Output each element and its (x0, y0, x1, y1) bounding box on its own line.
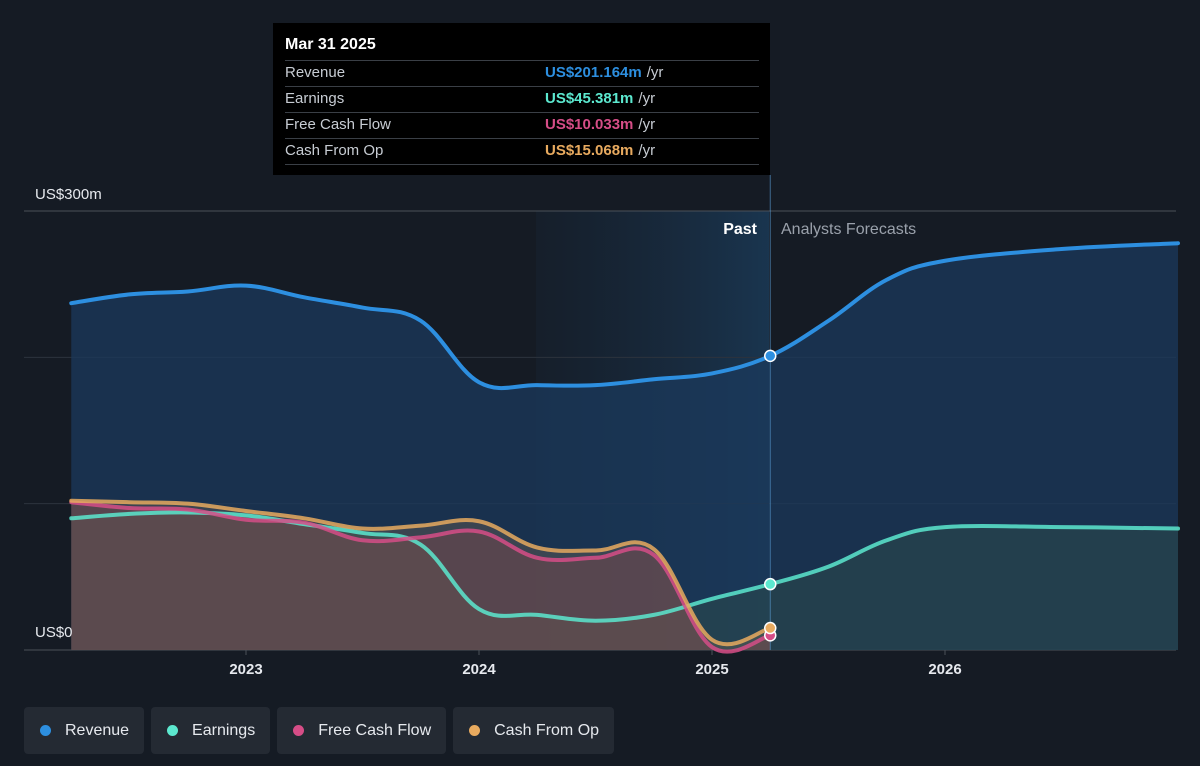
legend-item-cash-from-op[interactable]: Cash From Op (453, 707, 615, 754)
legend-label: Cash From Op (494, 721, 600, 739)
x-tick-label-2025: 2025 (695, 661, 728, 678)
past-label: Past (723, 221, 757, 238)
x-axis-ticks: 2023 2024 2025 2026 (229, 650, 962, 678)
tooltip: Mar 31 2025 Revenue US$201.164m/yr Earning… (273, 23, 770, 175)
earnings-line (69, 510, 1180, 623)
earnings-marker-dot[interactable] (764, 577, 777, 591)
tooltip-unit: /yr (638, 116, 656, 133)
tooltip-row-free-cash-flow: Free Cash Flow US$10.033m/yr (285, 112, 759, 138)
legend-label: Earnings (192, 721, 256, 739)
tooltip-label: Revenue (285, 64, 346, 81)
legend-item-earnings[interactable]: Earnings (151, 707, 271, 754)
free-cash-flow-area (71, 502, 771, 652)
cash-from-op-area (71, 500, 771, 650)
x-tick-label-2026: 2026 (928, 661, 961, 678)
tooltip-label: Free Cash Flow (285, 116, 391, 133)
series-markers (764, 349, 777, 642)
tooltip-row-earnings: Earnings US$45.381m/yr (285, 86, 759, 112)
legend: Revenue Earnings Free Cash Flow Cash From O… (24, 707, 615, 754)
x-tick-label-2023: 2023 (229, 661, 262, 678)
legend-item-free-cash-flow[interactable]: Free Cash Flow (277, 707, 447, 754)
tooltip-label: Earnings (285, 90, 345, 107)
tooltip-value: US$15.068m (545, 142, 634, 159)
series-areas (71, 243, 1178, 652)
legend-item-revenue[interactable]: Revenue (24, 707, 145, 754)
tooltip-value: US$45.381m (545, 90, 634, 107)
legend-dot-icon (40, 725, 51, 736)
tooltip-value: US$10.033m (545, 116, 634, 133)
forecast-label: Analysts Forecasts (781, 221, 916, 238)
x-tick-label-2024: 2024 (462, 661, 496, 678)
y-axis-top-label: US$300m (35, 186, 102, 203)
tooltip-row-revenue: Revenue US$201.164m/yr (285, 60, 759, 86)
tooltip-label: Cash From Op (285, 142, 384, 159)
tooltip-value: US$201.164m (545, 64, 642, 81)
legend-dot-icon (167, 725, 179, 736)
legend-dot-icon (293, 725, 305, 736)
y-axis-bottom-label: US$0 (35, 624, 73, 641)
legend-label: Revenue (65, 721, 130, 739)
revenue-line (69, 241, 1180, 391)
free-cash-flow-line (69, 500, 773, 654)
legend-dot-icon (469, 725, 481, 736)
tooltip-unit: /yr (638, 142, 656, 159)
cash-from-op-line (69, 498, 773, 647)
revenue-marker-dot[interactable] (764, 349, 777, 363)
series-lines (69, 241, 1180, 654)
earnings-area (71, 512, 1178, 650)
tooltip-unit: /yr (638, 90, 656, 107)
tooltip-unit: /yr (646, 64, 664, 81)
cash-from-op-marker-dot[interactable] (764, 621, 777, 635)
tooltip-date: Mar 31 2025 (285, 36, 376, 53)
tooltip-row-cash-from-op: Cash From Op US$15.068m/yr (285, 138, 759, 165)
tooltip-rows: Revenue US$201.164m/yr Earnings US$45.381m /… (285, 60, 759, 165)
legend-label: Free Cash Flow (318, 721, 432, 739)
